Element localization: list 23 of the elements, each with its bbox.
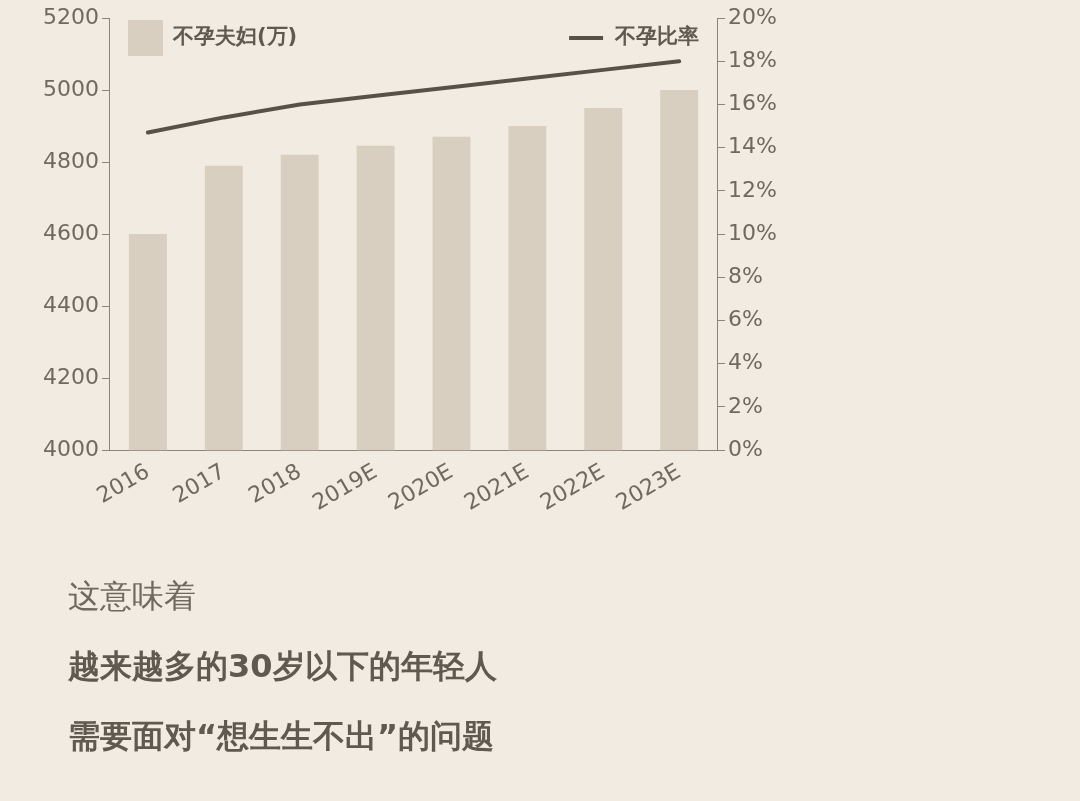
y2-tick-label: 12% [728, 176, 778, 202]
y-tick-label: 5200 [42, 3, 99, 29]
y-tick-label: 4800 [42, 147, 99, 173]
y2-tick-label: 2% [728, 392, 764, 418]
y-tick-label: 4000 [42, 435, 99, 461]
y2-tick-label: 18% [728, 46, 778, 72]
y-tick-label: 4200 [42, 363, 99, 389]
legend-label: 不孕比率 [614, 24, 700, 49]
y2-tick-label: 16% [728, 90, 778, 116]
y2-tick-label: 10% [728, 219, 778, 245]
y2-tick-label: 14% [728, 133, 778, 159]
legend-label: 不孕夫妇(万) [171, 24, 298, 49]
y-tick-label: 4400 [42, 291, 99, 317]
y2-tick-label: 20% [728, 3, 778, 29]
y2-tick-label: 0% [728, 435, 764, 461]
text: 需要面对“想生生不出”的问题 [68, 716, 496, 757]
y-tick-label: 5000 [42, 75, 99, 101]
y2-tick-label: 8% [728, 263, 764, 289]
y-tick-label: 4600 [42, 219, 99, 245]
text: 这意味着 [68, 576, 197, 617]
y2-tick-label: 6% [728, 306, 764, 332]
y2-tick-label: 4% [728, 349, 764, 375]
text: 越来越多的30岁以下的年轻人 [68, 646, 497, 687]
